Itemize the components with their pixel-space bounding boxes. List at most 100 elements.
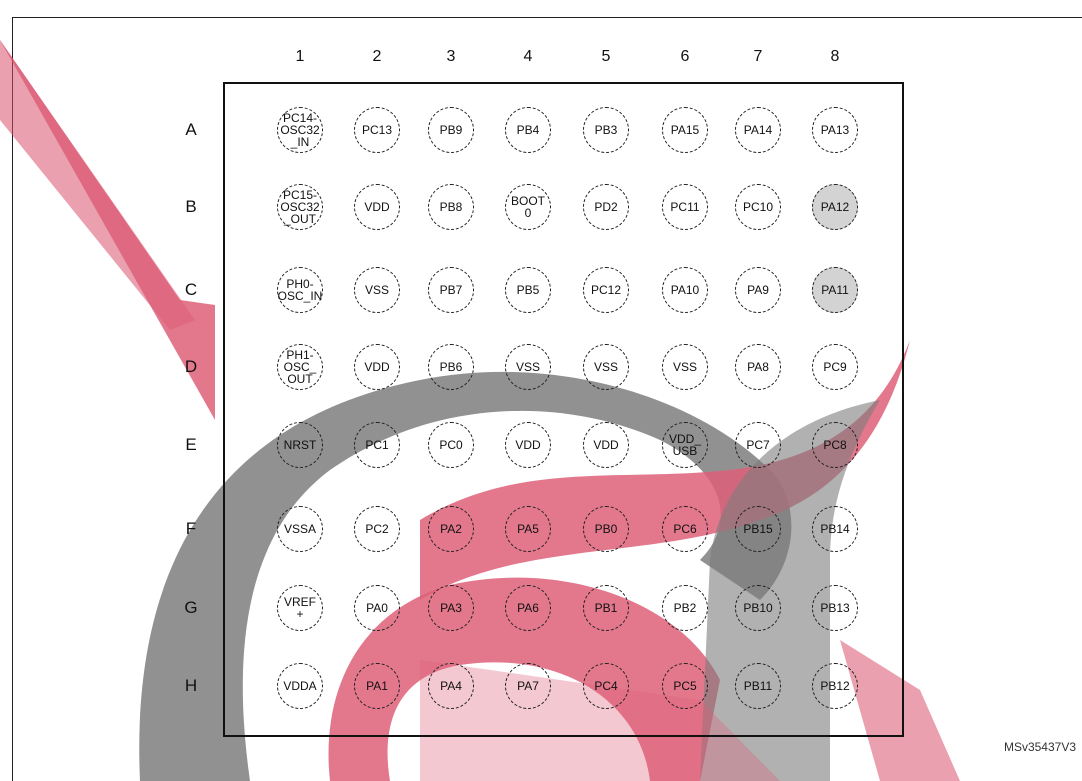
pin-ball: VDD (354, 184, 400, 230)
row-label: A (185, 120, 197, 139)
pin-ball: PB11 (735, 663, 781, 709)
pin-ball: VDD (354, 344, 400, 390)
pin-label: PA13 (820, 123, 850, 137)
pin-ball: PA13 (812, 107, 858, 153)
pin-label: PA5 (517, 522, 539, 536)
pin-label: PA14 (743, 123, 773, 137)
pin-label: PB1 (594, 601, 618, 615)
pin-label: PB9 (439, 123, 463, 137)
pin-label: BOOT 0 (510, 194, 545, 220)
pin-ball: PB0 (583, 506, 629, 552)
pin-ball: PB13 (812, 585, 858, 631)
pin-label: PA10 (670, 283, 700, 297)
pin-ball: PA12 (812, 184, 858, 230)
pin-label: PB11 (743, 679, 773, 693)
package-outline (223, 82, 904, 737)
pin-label: VDD (515, 438, 541, 452)
pin-label: PH0- OSC_IN (277, 277, 323, 303)
pin-ball: PC4 (583, 663, 629, 709)
pin-label: PB15 (743, 522, 773, 536)
pin-ball: PB7 (428, 267, 474, 313)
pin-label: NRST (283, 438, 317, 452)
column-number: 1 (295, 48, 305, 65)
pin-label: PA11 (821, 283, 849, 297)
pin-ball: VDD (583, 422, 629, 468)
pin-ball: PB9 (428, 107, 474, 153)
row-label: B (185, 197, 197, 216)
pin-ball: PD2 (583, 184, 629, 230)
pin-label: VSS (672, 360, 697, 374)
pin-ball: PC2 (354, 506, 400, 552)
pin-label: PC0 (439, 438, 463, 452)
pin-label: PC9 (823, 360, 847, 374)
pin-ball: PC15- OSC32 _OUT (277, 184, 323, 230)
column-number: 6 (680, 48, 690, 65)
pin-ball: PB14 (812, 506, 858, 552)
pin-label: VDD (364, 200, 390, 214)
pin-ball: VREF + (277, 585, 323, 631)
pin-ball: PA14 (735, 107, 781, 153)
pin-label: PA1 (366, 679, 388, 693)
pin-label: PA2 (440, 522, 462, 536)
pin-ball: PH1- OSC_ OUT (277, 344, 323, 390)
pin-ball: PA0 (354, 585, 400, 631)
pin-ball: PA3 (428, 585, 474, 631)
column-number: 5 (601, 48, 611, 65)
pin-label: PA15 (670, 123, 700, 137)
pin-ball: PB5 (505, 267, 551, 313)
pin-label: PB6 (439, 360, 463, 374)
pin-ball: PA15 (662, 107, 708, 153)
figure-reference-code: MSv35437V3 (1003, 740, 1076, 754)
pin-label: PB14 (820, 522, 850, 536)
pin-ball: PA2 (428, 506, 474, 552)
pin-label: PB3 (594, 123, 618, 137)
pin-label: VSSA (283, 522, 316, 536)
pin-ball: PC13 (354, 107, 400, 153)
pin-label: PB8 (439, 200, 463, 214)
pin-ball: PB4 (505, 107, 551, 153)
pin-label: PB5 (516, 283, 540, 297)
column-number: 3 (446, 48, 456, 65)
pin-label: PB12 (820, 679, 850, 693)
column-number: 7 (753, 48, 763, 65)
pin-ball: PA10 (662, 267, 708, 313)
pin-ball: VSS (662, 344, 708, 390)
row-label: G (184, 598, 198, 617)
pin-ball: BOOT 0 (505, 184, 551, 230)
pin-label: PC2 (365, 522, 389, 536)
pin-ball: PC10 (735, 184, 781, 230)
pin-label: VDD_ USB (668, 432, 701, 458)
pin-label: PA3 (440, 601, 462, 615)
pin-ball: PC5 (662, 663, 708, 709)
pin-ball: PA6 (505, 585, 551, 631)
frame-left-border (12, 17, 13, 781)
pin-ball: PC7 (735, 422, 781, 468)
pin-ball: PA9 (735, 267, 781, 313)
pin-label: PC11 (670, 200, 700, 214)
pin-ball: PB10 (735, 585, 781, 631)
pin-label: PC8 (823, 438, 847, 452)
pin-ball: PB1 (583, 585, 629, 631)
pin-ball: PH0- OSC_IN (277, 267, 323, 313)
pin-label: PA8 (747, 360, 769, 374)
pin-label: PA7 (517, 679, 539, 693)
pin-label: PC14- OSC32 _IN (280, 111, 320, 149)
row-label: F (185, 519, 197, 538)
pin-label: PA4 (440, 679, 462, 693)
pin-label: PC13 (361, 123, 393, 137)
pin-ball: VSS (505, 344, 551, 390)
pin-label: PA12 (820, 200, 850, 214)
pin-ball: PC14- OSC32 _IN (277, 107, 323, 153)
row-label: E (185, 435, 197, 454)
pin-ball: VDDA (277, 663, 323, 709)
pin-ball: PA7 (505, 663, 551, 709)
pin-ball: PA4 (428, 663, 474, 709)
pin-label: PB4 (516, 123, 540, 137)
pin-label: PC6 (673, 522, 697, 536)
pin-ball: PC6 (662, 506, 708, 552)
pin-label: PC12 (590, 283, 622, 297)
pin-ball: VSS (583, 344, 629, 390)
row-label: D (184, 357, 198, 376)
pin-ball: PC1 (354, 422, 400, 468)
pin-label: PB0 (594, 522, 618, 536)
